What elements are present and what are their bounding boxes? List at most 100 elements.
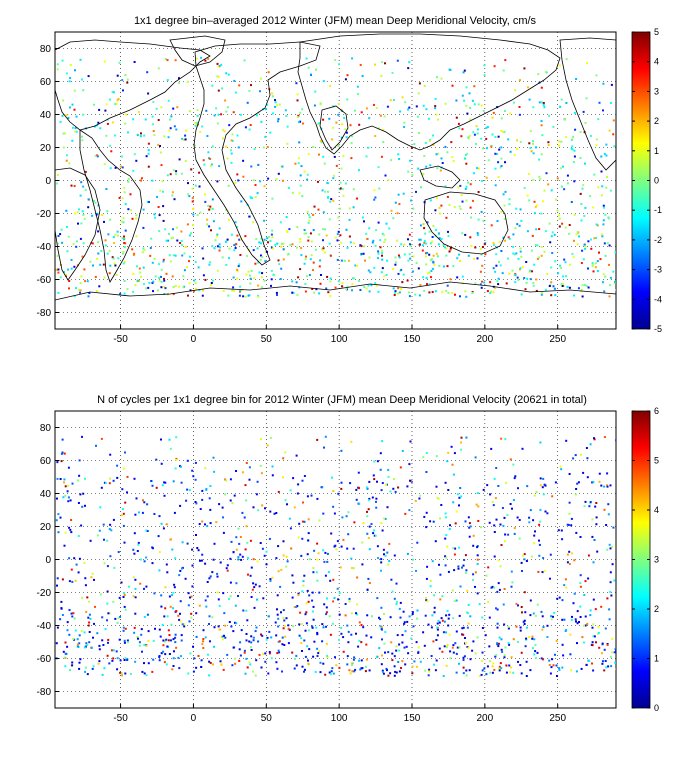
data-cell	[588, 505, 591, 508]
data-cell	[303, 574, 306, 577]
data-cell	[367, 508, 370, 511]
data-cell	[299, 240, 302, 243]
data-cell	[78, 288, 81, 291]
data-cell	[346, 547, 349, 550]
data-cell	[168, 438, 171, 441]
data-cell	[276, 613, 279, 616]
data-cell	[600, 170, 603, 173]
data-cell	[608, 543, 611, 546]
data-cell	[146, 503, 149, 506]
data-cell	[67, 268, 69, 271]
data-cell	[534, 614, 537, 617]
data-cell	[174, 254, 177, 257]
data-cell	[448, 633, 451, 636]
data-cell	[609, 655, 612, 658]
data-cell	[147, 639, 150, 642]
data-cell	[411, 270, 414, 273]
data-cell	[542, 477, 545, 480]
data-cell	[462, 656, 465, 659]
data-cell	[205, 488, 208, 491]
data-cell	[249, 196, 252, 199]
data-cell	[352, 206, 355, 209]
data-cell	[276, 652, 279, 655]
data-cell	[124, 451, 126, 454]
data-cell	[507, 627, 510, 630]
data-cell	[274, 105, 277, 108]
data-cell	[512, 671, 515, 674]
data-cell	[174, 633, 177, 636]
data-cell	[242, 609, 245, 612]
data-cell	[303, 229, 306, 231]
data-cell	[57, 513, 60, 516]
data-cell	[360, 111, 363, 114]
data-cell	[444, 564, 447, 567]
data-cell	[368, 290, 371, 293]
data-cell	[118, 638, 121, 641]
data-cell	[200, 666, 203, 668]
data-cell	[171, 194, 174, 197]
data-cell	[578, 235, 580, 238]
data-cell	[347, 259, 350, 262]
data-cell	[279, 221, 282, 224]
data-cell	[256, 598, 259, 601]
data-cell	[592, 561, 595, 564]
data-cell	[201, 553, 204, 556]
data-cell	[610, 594, 613, 597]
data-cell	[533, 653, 536, 656]
data-cell	[302, 580, 305, 583]
data-cell	[237, 146, 240, 149]
data-cell	[499, 264, 502, 267]
data-cell	[98, 660, 101, 663]
data-cell	[189, 289, 192, 292]
data-cell	[338, 666, 341, 669]
data-cell	[294, 162, 297, 165]
data-cell	[445, 646, 448, 649]
data-cell	[60, 607, 63, 610]
data-cell	[440, 238, 443, 241]
data-cell	[442, 631, 445, 634]
data-cell	[243, 651, 246, 654]
data-cell	[347, 630, 350, 633]
data-cell	[194, 261, 197, 264]
data-cell	[434, 540, 437, 543]
data-cell	[228, 247, 231, 250]
data-cell	[518, 113, 521, 116]
data-cell	[329, 85, 331, 87]
data-cell	[493, 477, 496, 480]
data-cell	[157, 67, 160, 70]
data-cell	[412, 255, 415, 258]
data-cell	[281, 670, 283, 673]
data-cell	[446, 460, 449, 463]
data-cell	[96, 290, 98, 293]
data-cell	[133, 477, 136, 480]
data-cell	[123, 280, 126, 282]
data-cell	[147, 152, 150, 155]
data-cell	[513, 253, 516, 256]
data-cell	[250, 649, 253, 651]
data-cell	[297, 592, 300, 595]
data-cell	[487, 566, 490, 569]
data-cell	[394, 670, 397, 673]
data-cell	[277, 490, 280, 493]
data-cell	[460, 194, 463, 197]
data-cell	[224, 99, 227, 102]
data-cell	[465, 669, 468, 672]
data-cell	[232, 286, 235, 289]
data-cell	[112, 600, 115, 603]
data-cell	[381, 440, 384, 443]
data-cell	[440, 204, 443, 207]
data-cell	[253, 277, 256, 279]
data-cell	[126, 78, 129, 81]
data-cell	[589, 195, 592, 198]
data-cell	[584, 624, 587, 627]
data-cell	[351, 289, 353, 292]
data-cell	[104, 628, 107, 631]
data-cell	[156, 195, 158, 198]
data-cell	[292, 581, 295, 584]
data-cell	[603, 206, 605, 209]
data-cell	[371, 241, 374, 244]
data-cell	[589, 501, 592, 503]
data-cell	[568, 550, 571, 553]
data-cell	[303, 520, 306, 523]
data-cell	[111, 90, 114, 93]
